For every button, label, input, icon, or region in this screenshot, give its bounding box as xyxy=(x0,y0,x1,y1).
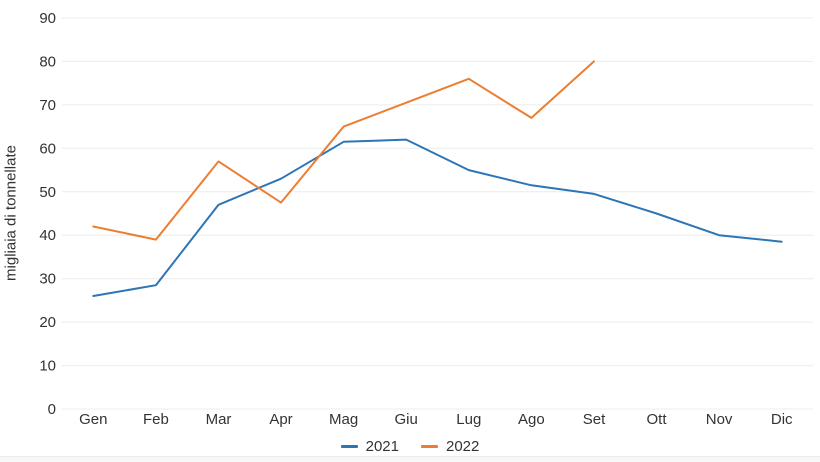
y-tick-label: 70 xyxy=(39,97,56,114)
x-tick-label: Feb xyxy=(143,411,169,428)
legend-swatch-2022 xyxy=(421,445,438,448)
y-tick-label: 40 xyxy=(39,227,56,244)
x-tick-label: Dic xyxy=(771,411,793,428)
x-tick-label: Giu xyxy=(395,411,418,428)
x-tick-label: Nov xyxy=(706,411,733,428)
bottom-strip xyxy=(0,456,820,462)
line-chart: 0 10 20 30 40 50 60 70 80 90 Gen Feb Mar Apr Mag Giu Lug… xyxy=(39,10,813,428)
legend: 2021 2022 xyxy=(0,438,820,455)
x-tick-label: Lug xyxy=(456,411,481,428)
series-line-2022 xyxy=(92,60,595,241)
legend-item-2021[interactable]: 2021 xyxy=(340,438,399,455)
y-tick-label: 90 xyxy=(39,10,56,27)
y-tick-label: 20 xyxy=(39,314,56,331)
x-tick-label: Ago xyxy=(518,411,545,428)
x-tick-label: Mag xyxy=(329,411,358,428)
legend-label-2021: 2021 xyxy=(365,438,399,455)
x-tick-label: Apr xyxy=(269,411,292,428)
y-tick-label: 80 xyxy=(39,53,56,70)
y-tick-label: 30 xyxy=(39,271,56,288)
x-tick-label: Ott xyxy=(646,411,667,428)
y-tick-label: 0 xyxy=(48,401,56,418)
series-line-2021 xyxy=(92,138,783,297)
legend-label-2022: 2022 xyxy=(446,438,480,455)
y-tick-label: 50 xyxy=(39,184,56,201)
x-tick-label: Gen xyxy=(79,411,107,428)
y-tick-label: 60 xyxy=(39,140,56,157)
legend-item-2022[interactable]: 2022 xyxy=(421,438,479,455)
y-axis-title: migliaia di tonnellate xyxy=(2,145,20,281)
x-tick-label: Mar xyxy=(206,411,232,428)
x-tick-label: Set xyxy=(583,411,606,428)
y-tick-label: 10 xyxy=(39,358,56,375)
legend-swatch-2021 xyxy=(340,445,358,448)
